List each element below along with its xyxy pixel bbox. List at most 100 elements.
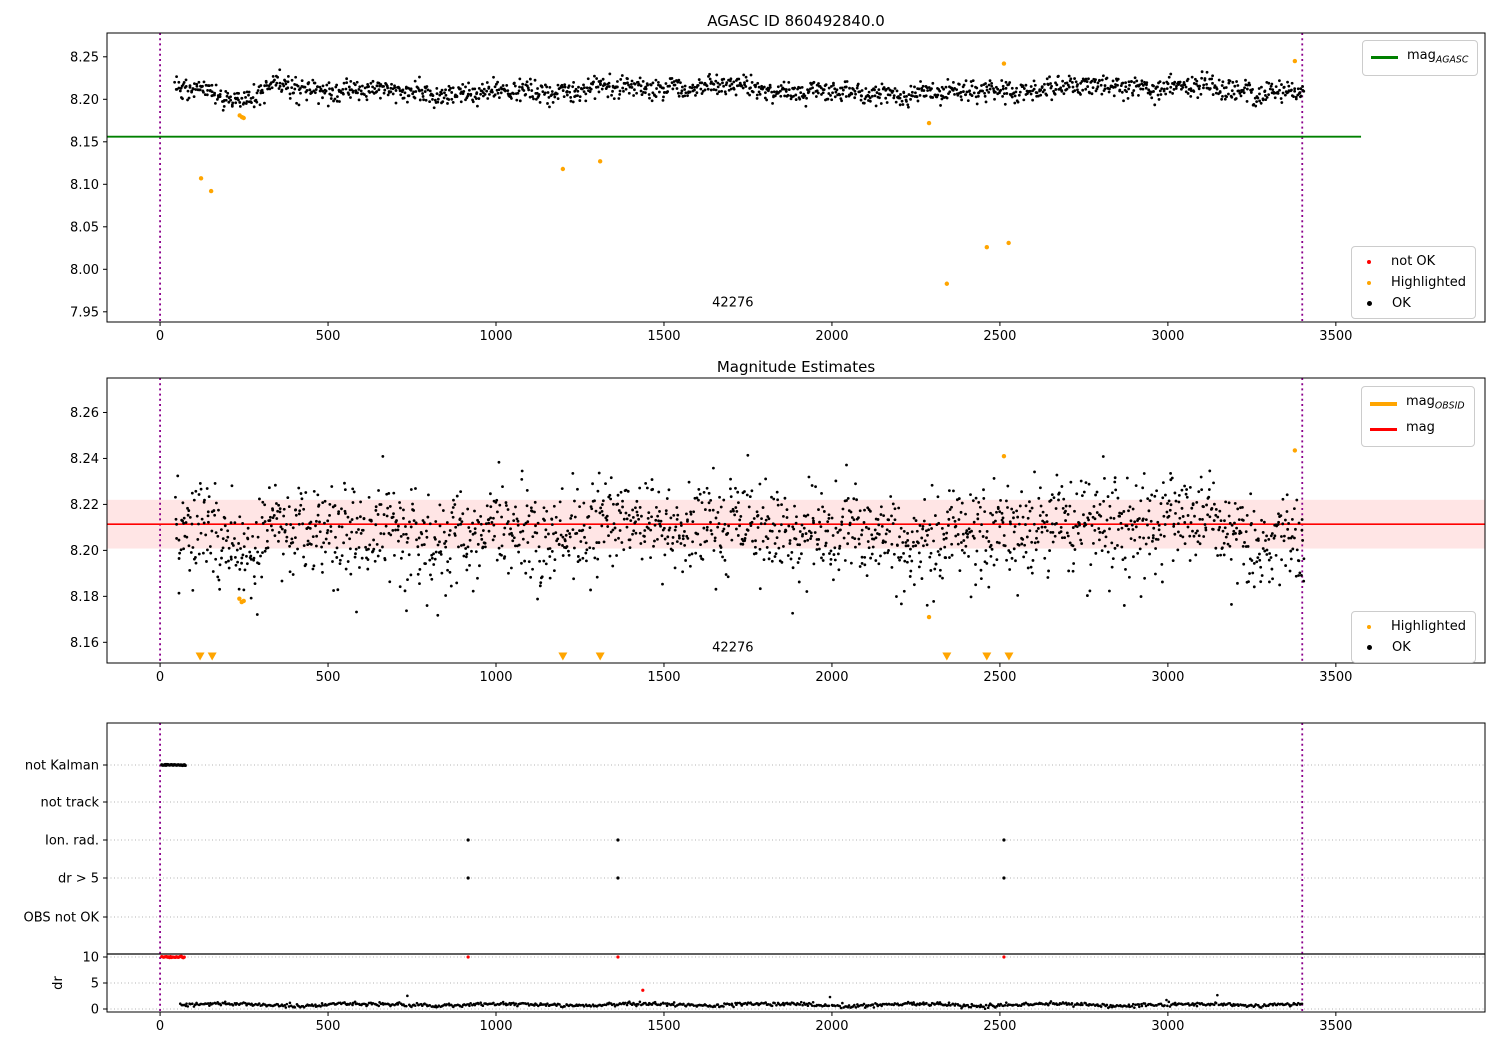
plot1-obs-boundary-vlines: [159, 33, 1304, 322]
svg-text:500: 500: [316, 329, 341, 344]
highlighted-marker-swatch: [1367, 280, 1371, 285]
legend-row-mag: mag: [1370, 417, 1465, 443]
plot1-ok-scatter: [173, 68, 1306, 112]
svg-text:8.24: 8.24: [70, 452, 99, 467]
plot1-title: AGASC ID 860492840.0: [707, 12, 885, 30]
highlighted-marker-swatch-2: [1367, 624, 1371, 629]
plot1-x-ticks: 0 500 1000 1500 2000 2500 3000 3500: [156, 322, 1352, 344]
svg-text:2500: 2500: [983, 329, 1016, 344]
plot2-obsid-label: 42276: [712, 641, 753, 656]
plot3-dr-red-points: [160, 954, 1006, 992]
svg-text:8.00: 8.00: [70, 263, 99, 278]
svg-text:8.18: 8.18: [70, 590, 99, 605]
plot1-y-ticks: 7.95 8.00 8.05 8.10 8.15 8.20 8.25: [70, 50, 107, 320]
mag-obsid-legend-label: magOBSID: [1406, 394, 1465, 412]
highlighted-legend-label-2: Highlighted: [1391, 619, 1466, 634]
ok-marker-swatch-2: [1367, 645, 1372, 650]
svg-text:not Kalman: not Kalman: [25, 759, 99, 774]
legend-row-ok-2: OK: [1360, 637, 1466, 658]
svg-text:dr > 5: dr > 5: [58, 872, 99, 887]
svg-text:1000: 1000: [479, 1019, 512, 1034]
svg-text:8.15: 8.15: [70, 135, 99, 150]
svg-text:500: 500: [316, 670, 341, 685]
not-ok-marker-swatch: [1367, 259, 1371, 264]
not-ok-legend-label: not OK: [1391, 254, 1436, 269]
dr-axis-label: dr: [51, 976, 66, 990]
svg-text:2000: 2000: [815, 670, 848, 685]
svg-text:8.20: 8.20: [70, 93, 99, 108]
legend-row-highlighted: Highlighted: [1360, 272, 1466, 293]
svg-text:1500: 1500: [647, 670, 680, 685]
svg-text:OBS not OK: OBS not OK: [24, 911, 100, 926]
plot2-obs-boundary-vlines: [159, 378, 1304, 663]
mag-line-swatch: [1370, 427, 1397, 431]
mag-agasc-line-swatch: [1371, 56, 1398, 60]
plot2-highlighted-points: [237, 448, 1298, 620]
legend-row-mag-agasc: magAGASC: [1371, 45, 1468, 71]
svg-text:2000: 2000: [815, 329, 848, 344]
svg-text:3500: 3500: [1319, 329, 1352, 344]
plot1-line-legend: magAGASC: [1362, 40, 1479, 76]
svg-text:8.10: 8.10: [70, 178, 99, 193]
svg-text:3500: 3500: [1319, 1019, 1352, 1034]
svg-text:3000: 3000: [1151, 329, 1184, 344]
plot2-y-ticks: 8.16 8.18 8.20 8.22 8.24 8.26: [70, 406, 107, 651]
svg-text:Ion. rad.: Ion. rad.: [45, 834, 99, 849]
plot1-spine: [106, 32, 1486, 323]
svg-text:1000: 1000: [479, 329, 512, 344]
legend-row-not-ok: not OK: [1360, 251, 1466, 272]
svg-text:1500: 1500: [647, 1019, 680, 1034]
plot2-title: Magnitude Estimates: [716, 358, 876, 376]
plot2-ok-scatter: [174, 453, 1306, 617]
plot2-spine: [106, 377, 1486, 664]
legend-row-mag-obsid: magOBSID: [1370, 391, 1465, 417]
plot3-gridlines: [107, 764, 1485, 1010]
svg-text:5: 5: [91, 977, 99, 992]
plot3-dr-axis: 0 5 10 dr: [51, 951, 107, 1018]
svg-text:2500: 2500: [983, 670, 1016, 685]
plot1-obsid-label: 42276: [712, 296, 753, 311]
svg-text:500: 500: [316, 1019, 341, 1034]
svg-text:8.20: 8.20: [70, 544, 99, 559]
plot3-spine: [106, 722, 1486, 1013]
svg-text:7.95: 7.95: [70, 305, 99, 320]
svg-text:2500: 2500: [983, 1019, 1016, 1034]
svg-text:3500: 3500: [1319, 670, 1352, 685]
svg-text:8.22: 8.22: [70, 498, 99, 513]
plot3-x-ticks: 0 500 1000 1500 2000 2500 3000 3500: [156, 1012, 1352, 1034]
mag-obsid-line-swatch: [1370, 401, 1397, 406]
plot2-clipped-low-markers: [195, 652, 1014, 661]
plot3-flag-points: [160, 762, 1006, 880]
svg-text:3000: 3000: [1151, 670, 1184, 685]
plot1-marker-legend: not OK Highlighted OK: [1351, 246, 1476, 319]
svg-text:not track: not track: [40, 796, 99, 811]
mag-legend-label: mag: [1406, 419, 1435, 435]
plot2-x-ticks: 0 500 1000 1500 2000 2500 3000 3500: [156, 663, 1352, 685]
ok-marker-swatch: [1367, 301, 1372, 306]
svg-text:8.25: 8.25: [70, 50, 99, 65]
svg-text:8.26: 8.26: [70, 406, 99, 421]
plot1-highlighted-points: [198, 58, 1298, 286]
svg-text:0: 0: [156, 670, 164, 685]
svg-text:0: 0: [156, 329, 164, 344]
mag-agasc-legend-label: magAGASC: [1407, 48, 1469, 66]
plot2-line-legend: magOBSID mag: [1361, 386, 1475, 448]
svg-text:1000: 1000: [479, 670, 512, 685]
plot2-marker-legend: Highlighted OK: [1351, 611, 1476, 663]
legend-row-highlighted-2: Highlighted: [1360, 616, 1466, 637]
plot3-obs-boundary-vlines: [159, 723, 1304, 1012]
svg-text:8.05: 8.05: [70, 220, 99, 235]
legend-row-ok: OK: [1360, 293, 1466, 314]
svg-text:10: 10: [82, 951, 99, 966]
svg-text:2000: 2000: [815, 1019, 848, 1034]
highlighted-legend-label: Highlighted: [1391, 275, 1466, 290]
plot3-category-labels: not Kalman not track Ion. rad. dr > 5 OBS no…: [24, 759, 107, 926]
svg-text:0: 0: [156, 1019, 164, 1034]
ok-legend-label: OK: [1392, 296, 1411, 311]
svg-text:3000: 3000: [1151, 1019, 1184, 1034]
plot3-dr-trace: [178, 993, 1304, 1011]
svg-text:1500: 1500: [647, 329, 680, 344]
ok-legend-label-2: OK: [1392, 640, 1411, 655]
